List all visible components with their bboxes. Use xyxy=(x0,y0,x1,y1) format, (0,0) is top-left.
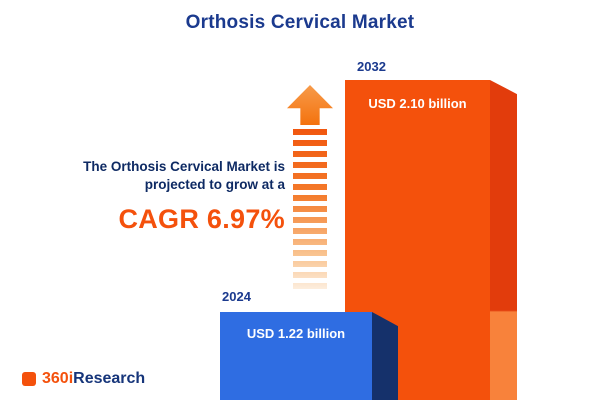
cagr-value: CAGR 6.97% xyxy=(118,204,285,235)
logo-mark-icon xyxy=(22,372,36,386)
bar-2024-side-face xyxy=(372,312,398,400)
bar-2024-value-label: USD 1.22 billion xyxy=(246,326,346,341)
description-block: The Orthosis Cervical Market is projecte… xyxy=(45,158,285,235)
page-title: Orthosis Cervical Market xyxy=(185,12,415,33)
growth-arrow-dashes xyxy=(293,129,327,291)
logo-text: 360iResearch xyxy=(42,370,145,388)
logo-text-orange: 360i xyxy=(42,370,74,387)
description-line-2: projected to grow at a xyxy=(144,177,285,193)
bar-2032-year-label: 2032 xyxy=(357,59,386,74)
bar-2032-value-label: USD 2.10 billion xyxy=(368,96,467,111)
brand-logo: 360iResearch xyxy=(22,370,145,388)
bar-2024-year-label: 2024 xyxy=(222,289,251,304)
logo-text-navy: Research xyxy=(73,370,146,387)
growth-arrow-icon xyxy=(287,85,333,125)
description-line-1: The Orthosis Cervical Market is xyxy=(83,159,285,174)
bar-2032-side-face xyxy=(490,80,517,400)
bar-2024 xyxy=(220,312,372,400)
